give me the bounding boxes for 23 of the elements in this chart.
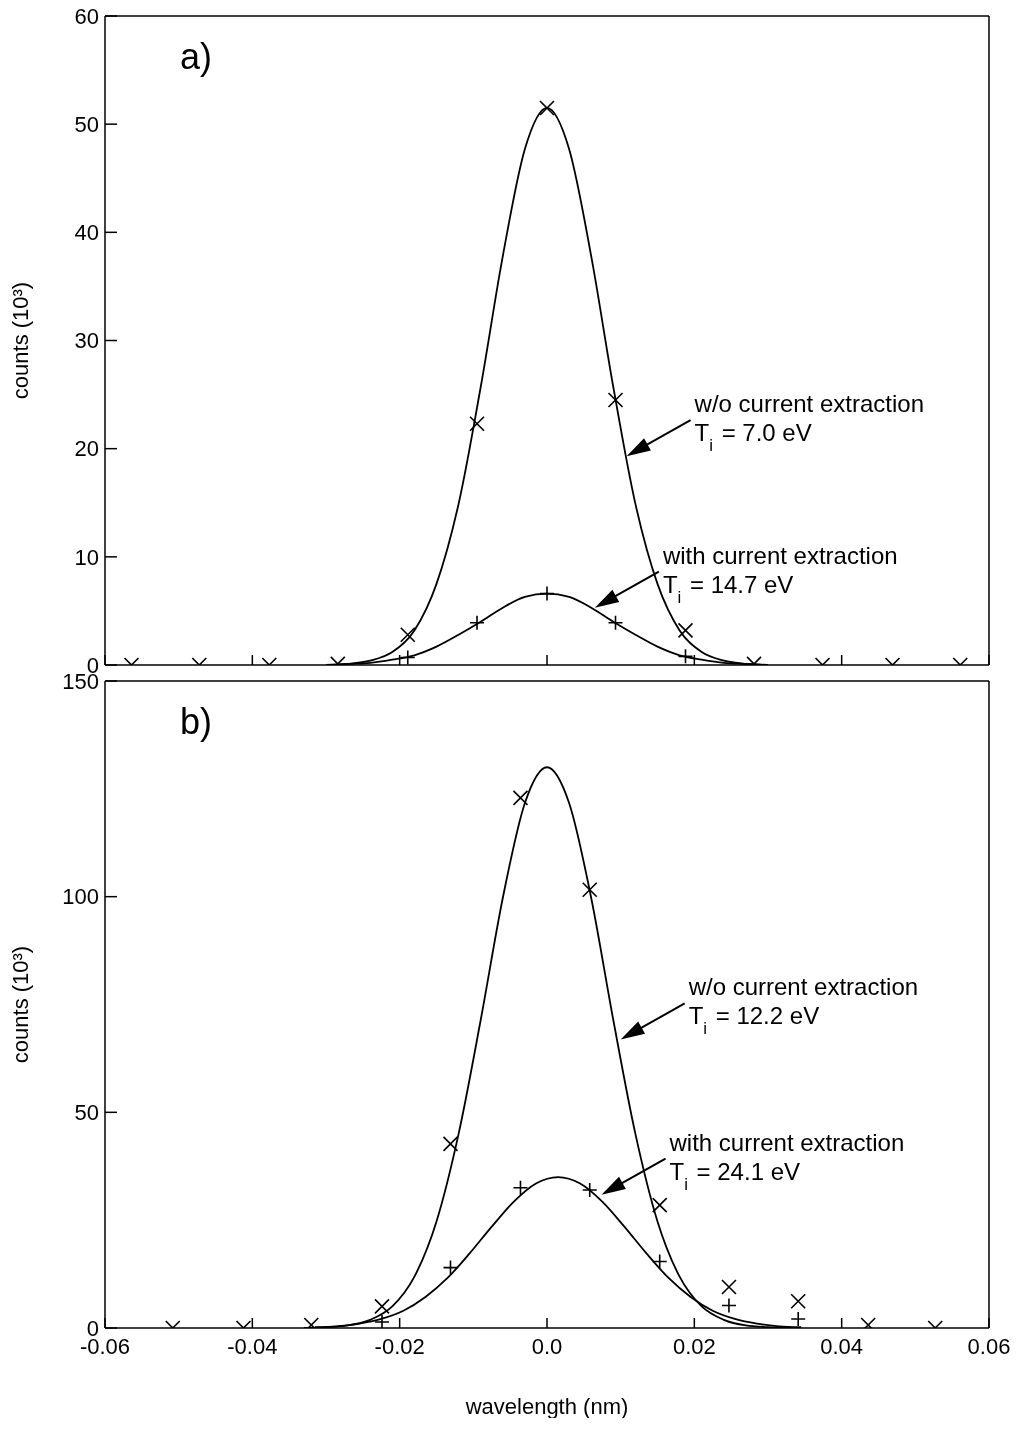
x-tick-label: -0.04 [227,1333,278,1359]
x-axis-title: wavelength (nm) [464,1394,629,1419]
annotation: w/o current extraction T$_{i}$ = 7.0 eV [693,390,924,455]
x-tick-label: 0.0 [531,1333,563,1359]
y-tick-label: 40 [74,220,99,246]
y-tick-label: 50 [74,1100,99,1126]
y-tick-label: 100 [62,884,99,910]
y-tick-label: 20 [74,436,99,462]
x-tick-label: 0.04 [820,1333,864,1359]
x-tick-label: 0.06 [967,1333,1011,1359]
y-tick-label: 10 [74,544,99,570]
y-axis-title: counts (10³) [7,281,33,400]
y-tick-label: 30 [74,328,99,354]
y-tick-label: 50 [74,111,99,137]
annotation: b) [180,701,213,743]
annotation: w/o current extraction T$_{i}$ = 12.2 eV [687,973,919,1038]
y-tick-label: 60 [74,3,99,29]
x-tick-label: -0.02 [374,1333,425,1359]
y-axis-title: counts (10³) [7,945,33,1064]
annotation: with current extraction T$_{i}$ = 24.1 eV [668,1128,905,1194]
annotation: a) [180,36,213,78]
annotation: with current extraction T$_{i}$ = 14.7 eV [661,541,898,607]
x-tick-label: 0.02 [672,1333,716,1359]
